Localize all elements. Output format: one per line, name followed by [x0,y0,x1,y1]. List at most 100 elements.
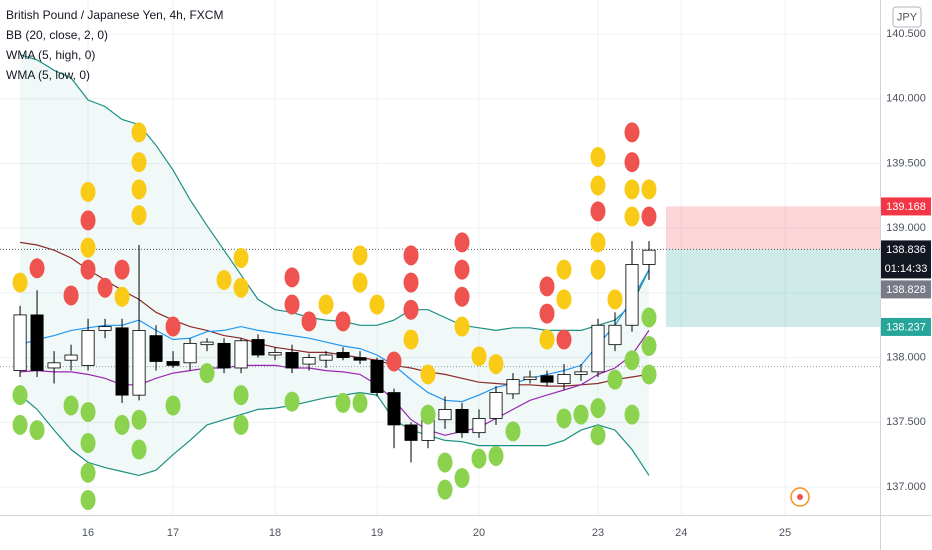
plot-area [0,0,880,515]
signal-dot [114,286,130,307]
signal-dot [335,311,351,332]
candle-body [404,424,418,441]
candle-body [523,376,537,381]
candle-body [353,357,367,361]
signal-dot [131,179,147,200]
signal-dot [131,439,147,460]
price-label: 139.168 [886,201,926,213]
signal-dot [590,146,606,167]
candle-body [217,342,231,369]
signal-dot [284,267,300,288]
signal-dot [369,294,385,315]
candle-body [64,354,78,361]
signal-dot [420,364,436,385]
signal-dot [624,179,640,200]
signal-dot [301,311,317,332]
signal-dot [386,351,402,372]
candle-body [81,330,95,366]
signal-dot [590,201,606,222]
signal-dot [216,269,232,290]
signal-dot [539,303,555,324]
candle-body [115,327,129,396]
signal-dot [641,364,657,385]
candle-body [574,371,588,375]
signal-dot [641,179,657,200]
candle-body [370,359,384,393]
zone [665,249,880,327]
price-label-box [881,240,931,279]
signal-dot [624,206,640,227]
signal-dot [131,409,147,430]
signal-dot [624,404,640,425]
y-tick-label: 139.500 [886,157,926,169]
price-label: 138.828 [886,284,926,296]
signal-dot [233,385,249,406]
signal-dot [539,276,555,297]
signal-dot [80,401,96,422]
candle-body [149,335,163,362]
signal-dot [556,408,572,429]
x-tick-label: 17 [167,527,179,539]
signal-dot [641,335,657,356]
price-label-box [881,197,931,216]
signal-dot [131,122,147,143]
indicator-line [19,391,650,477]
candle-body [387,392,401,426]
currency-label[interactable]: JPY [897,11,918,23]
signal-dot [233,247,249,268]
candle-body [200,341,214,346]
signal-dot [63,285,79,306]
legend-entry: WMA (5, low, 0) [6,68,90,82]
signal-dot [437,479,453,500]
price-label-box [881,280,931,299]
zone [665,206,880,250]
candle-body [98,326,112,331]
signal-dot [488,445,504,466]
event-marker-dot[interactable] [797,494,803,500]
candle-body [285,352,299,369]
signal-dot [454,316,470,337]
signal-dot [437,452,453,473]
signal-dot [63,395,79,416]
signal-dot [114,414,130,435]
signal-dot [352,392,368,413]
signal-dot [80,181,96,202]
signal-dot [12,385,28,406]
signal-dot [284,294,300,315]
candle-body [132,330,146,396]
candle-body [183,342,197,364]
signal-dot [80,489,96,510]
candle-body [625,264,639,326]
candle-body [591,324,605,373]
signal-dot [284,391,300,412]
candle-body [13,314,27,371]
signal-dot [556,259,572,280]
candle-body [472,418,486,434]
signal-dot [114,259,130,280]
candle-body [268,352,282,356]
x-tick-label: 16 [82,527,94,539]
signal-dot [131,152,147,173]
x-tick-label: 24 [675,527,687,539]
signal-dot [471,448,487,469]
currency-box[interactable] [892,6,922,28]
signal-dot [573,404,589,425]
signal-dot [556,329,572,350]
signal-dot [199,363,215,384]
signal-dot [233,277,249,298]
signal-dot [403,272,419,293]
signal-dot [80,210,96,231]
chart-title: British Pound / Japanese Yen, 4h, FXCM [6,8,223,22]
price-label: 138.237 [886,321,926,333]
signal-dot [590,259,606,280]
signal-dot [12,414,28,435]
signal-dot [80,237,96,258]
signal-dot [607,289,623,310]
signal-dot [590,232,606,253]
x-tick-label: 19 [371,527,383,539]
legend-entry: BB (20, close, 2, 0) [6,28,108,42]
signal-dot [590,175,606,196]
x-tick-label: 23 [592,527,604,539]
y-tick-label: 137.500 [886,416,926,428]
signal-dot [80,433,96,454]
